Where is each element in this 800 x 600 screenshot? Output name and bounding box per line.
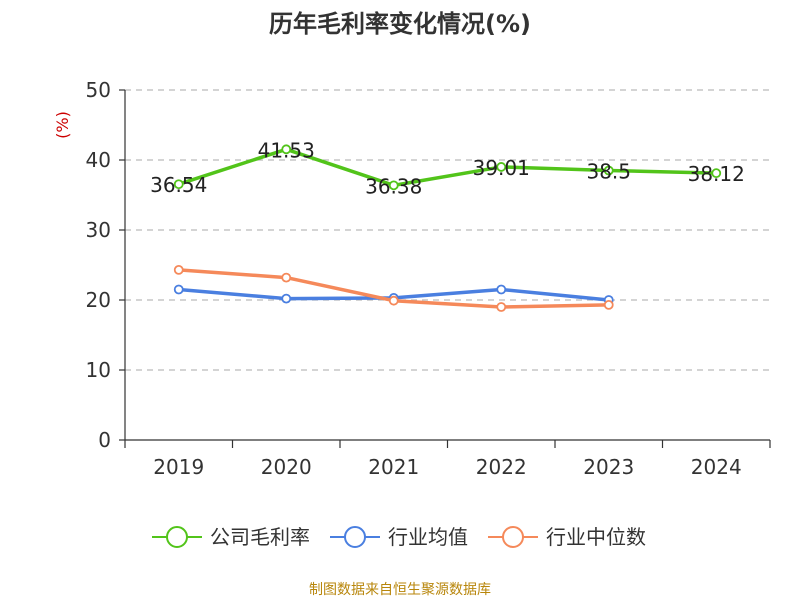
source-note: 制图数据来自恒生聚源数据库: [309, 582, 491, 598]
data-point: [281, 144, 292, 155]
data-label: 41.53: [258, 138, 315, 162]
y-tick-label: 10: [86, 358, 111, 382]
data-point: [281, 272, 292, 283]
data-label: 39.01: [473, 156, 530, 180]
y-tick-label: 50: [86, 78, 111, 102]
data-point: [281, 293, 292, 304]
x-tick-label: 2023: [583, 455, 634, 479]
legend-label: 行业均值: [388, 525, 468, 549]
y-tick-label: 30: [86, 218, 111, 242]
series-line: [177, 147, 718, 188]
data-point: [388, 295, 399, 306]
data-point: [603, 165, 614, 176]
series-group: [173, 144, 722, 312]
legend-marker-icon: [344, 526, 366, 548]
data-point: [173, 179, 184, 190]
series-3: [173, 264, 614, 312]
legend-item-1[interactable]: 公司毛利率: [152, 525, 310, 549]
y-axis-unit: (%): [53, 111, 72, 139]
data-label: 38.12: [688, 162, 745, 186]
data-point: [496, 284, 507, 295]
x-tick-label: 2019: [153, 455, 204, 479]
series-1: [173, 144, 722, 191]
x-tick-label: 2020: [261, 455, 312, 479]
x-tick-label: 2024: [691, 455, 742, 479]
data-point: [496, 302, 507, 312]
axes: 0 10 20 30 40 50 2019 2020 2021 2022 2023 2024: [86, 78, 771, 479]
data-label: 36.54: [150, 173, 207, 197]
legend[interactable]: 公司毛利率 行业均值 行业中位数: [152, 525, 646, 549]
legend-item-2[interactable]: 行业均值: [330, 525, 468, 549]
legend-label: 行业中位数: [546, 525, 646, 549]
chart-title: 历年毛利率变化情况(%): [269, 10, 531, 38]
data-point: [496, 162, 507, 172]
x-tick-label: 2022: [476, 455, 527, 479]
legend-marker-icon: [166, 526, 188, 548]
data-point: [388, 180, 399, 191]
x-tick-label: 2021: [368, 455, 419, 479]
y-tick-label: 40: [86, 148, 111, 172]
data-labels: 36.54 41.53 36.38 39.01 38.5 38.12: [150, 138, 745, 198]
legend-label: 公司毛利率: [210, 525, 310, 549]
legend-item-3[interactable]: 行业中位数: [488, 525, 646, 549]
grid-lines: [125, 89, 770, 371]
y-tick-label: 0: [98, 428, 111, 452]
data-point: [173, 264, 184, 275]
data-point: [173, 284, 184, 295]
data-point: [603, 299, 614, 310]
y-tick-label: 20: [86, 288, 111, 312]
legend-marker-icon: [502, 526, 524, 548]
data-point: [711, 168, 722, 179]
data-label: 38.5: [586, 160, 631, 184]
data-label: 36.38: [365, 174, 422, 198]
